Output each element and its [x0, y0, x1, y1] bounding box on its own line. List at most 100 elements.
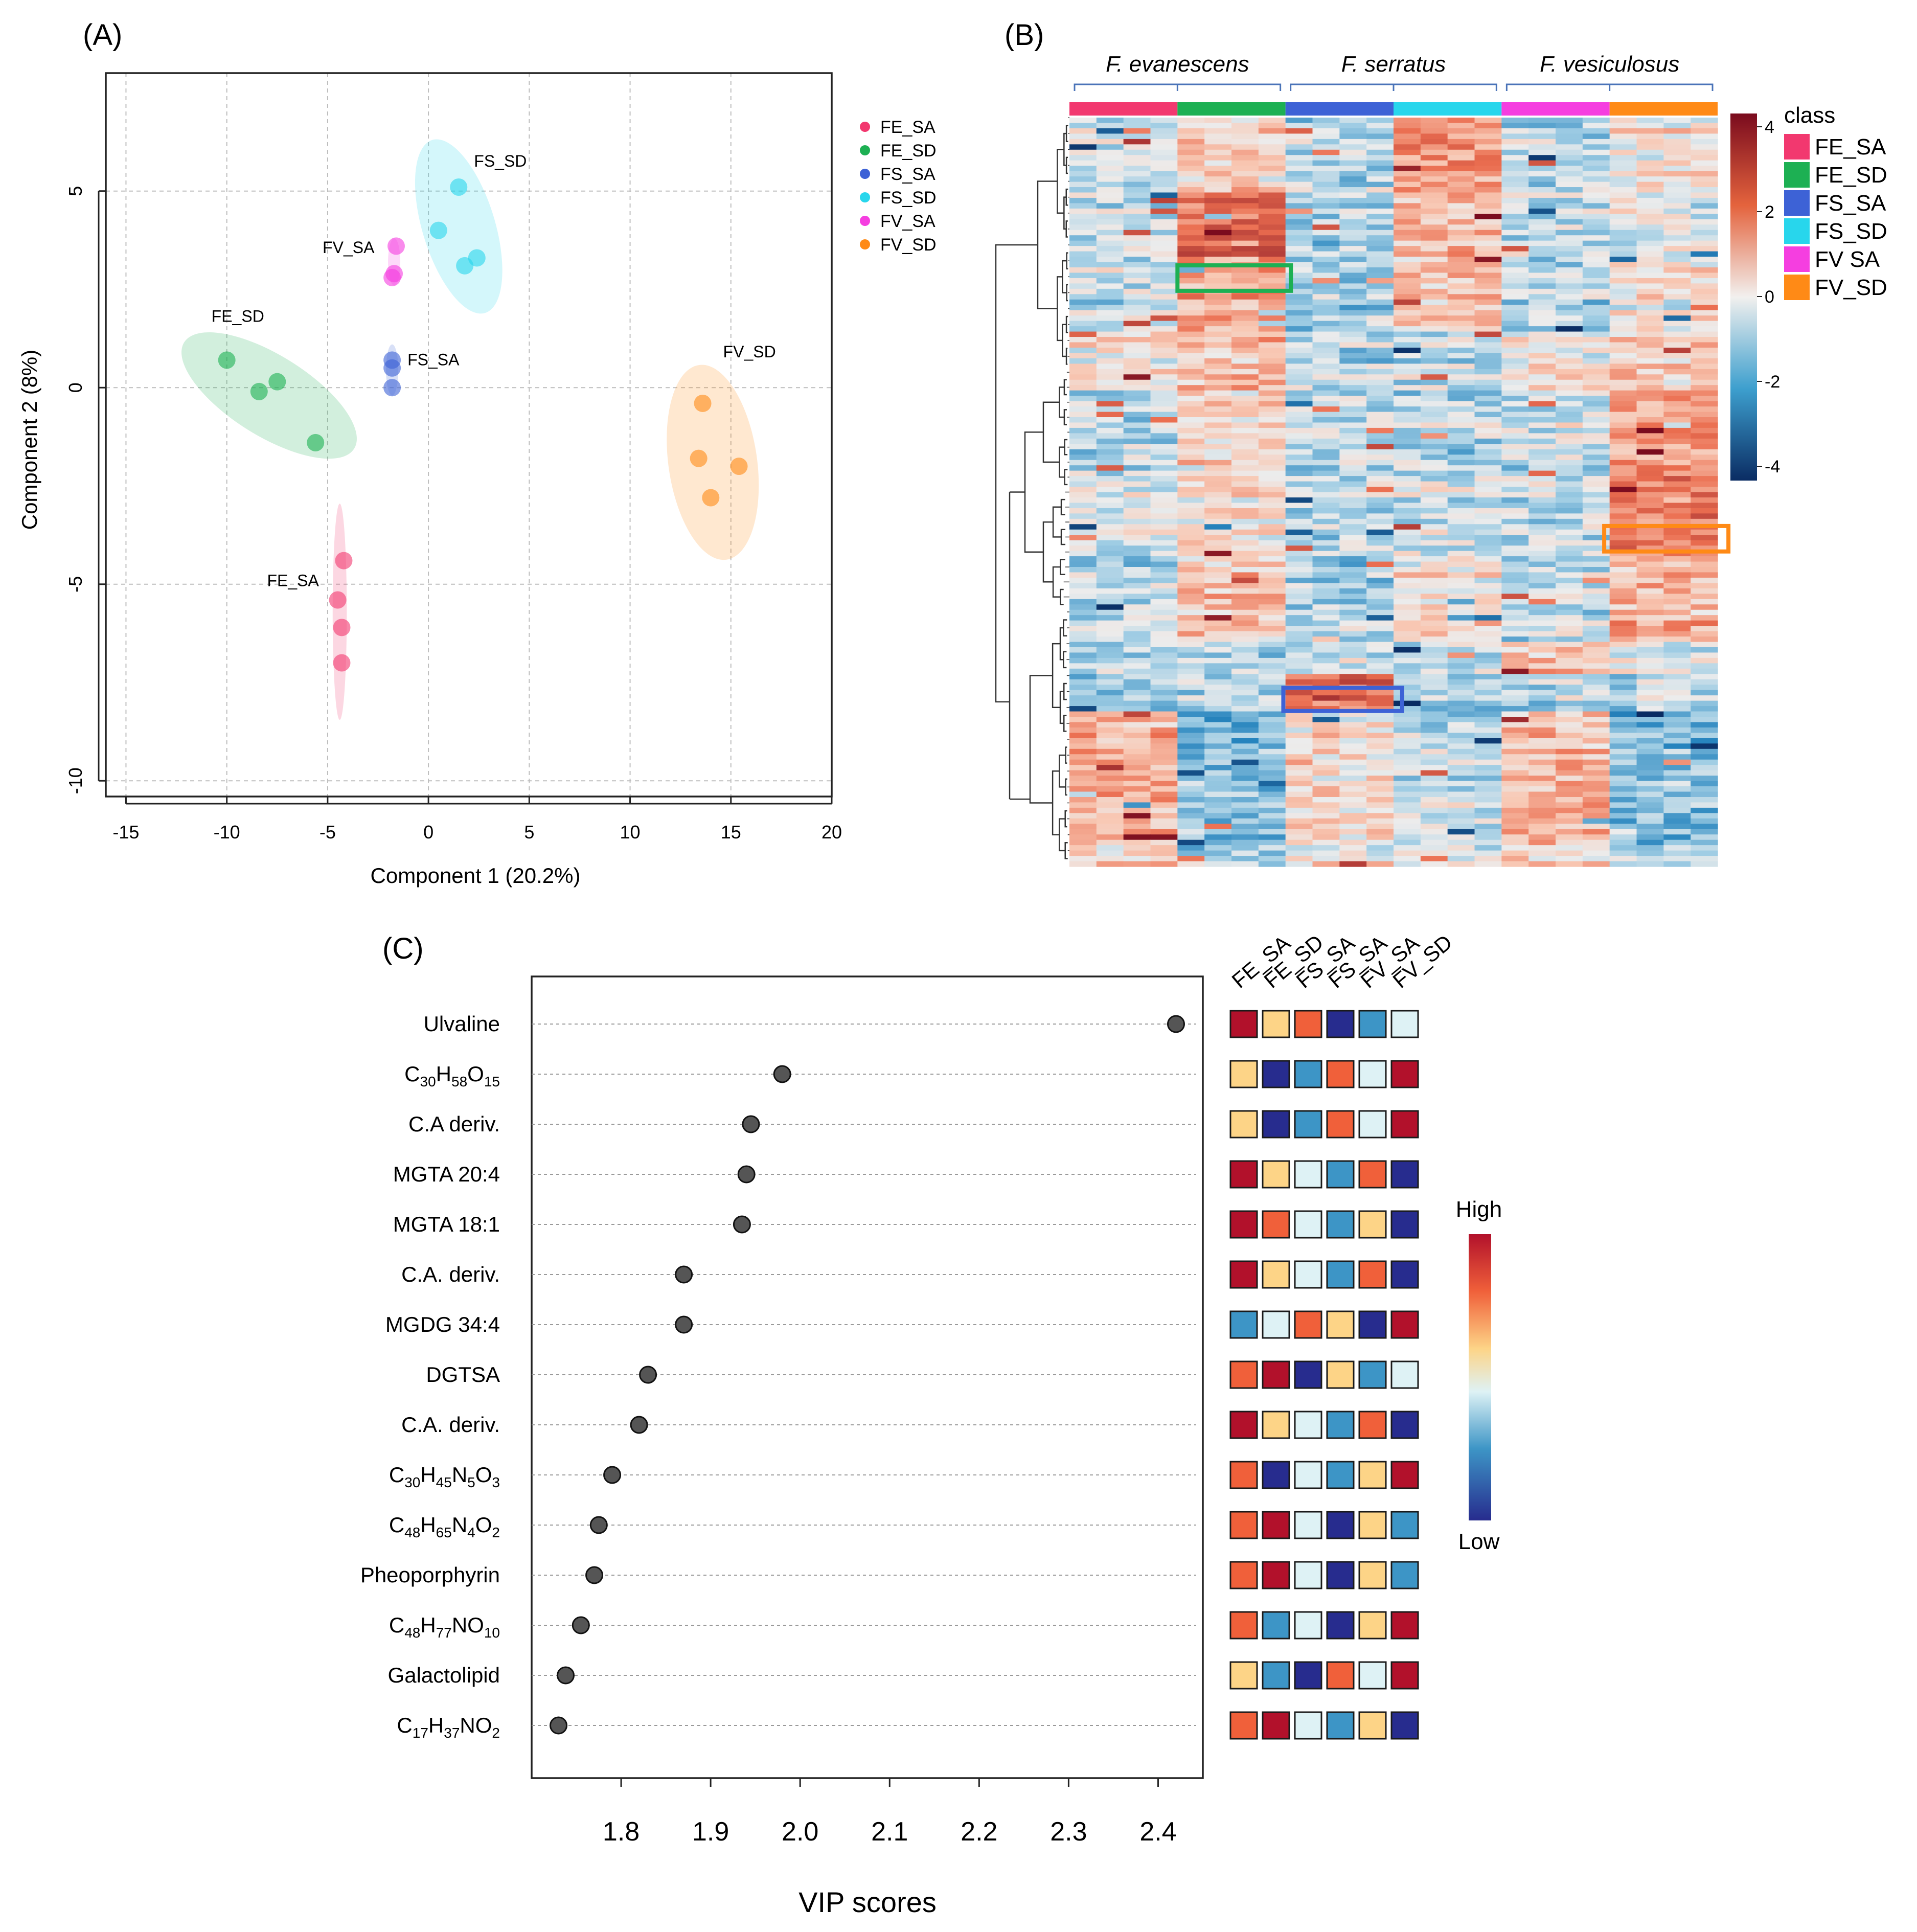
heatmap-cell: [1312, 727, 1340, 733]
heatmap-cell: [1474, 166, 1502, 172]
heatmap-cell: [1312, 513, 1340, 519]
heatmap-cell: [1663, 487, 1691, 493]
heatmap-cell: [1663, 363, 1691, 370]
heatmap-cell: [1447, 679, 1475, 685]
heatmap-cell: [1285, 321, 1313, 327]
heatmap-cell: [1582, 748, 1610, 755]
heatmap-cell: [1501, 144, 1529, 150]
heatmap-cell: [1123, 861, 1151, 867]
heatmap-cell: [1285, 748, 1313, 755]
heatmap-cell: [1285, 337, 1313, 343]
heatmap-cell: [1150, 839, 1178, 846]
heatmap-cell: [1663, 412, 1691, 418]
heatmap-cell: [1609, 369, 1637, 375]
heatmap-cell: [1528, 315, 1556, 322]
heatmap-cell: [1474, 518, 1502, 525]
heatmap-cell: [1394, 171, 1421, 177]
heatmap-cell: [1447, 529, 1475, 535]
heatmap-cell: [1366, 406, 1394, 413]
heatmap-cell: [1150, 609, 1178, 616]
heatmap-cell: [1556, 551, 1583, 557]
heatmap-cell: [1636, 829, 1664, 835]
heatmap-cell: [1582, 481, 1610, 487]
heatmap-cell: [1556, 679, 1583, 685]
heatmap-cell: [1312, 518, 1340, 525]
heatmap-cell: [1582, 743, 1610, 749]
heatmap-cell: [1474, 743, 1502, 749]
vip-feature-label: Pheoporphyrin: [360, 1563, 500, 1587]
heatmap-cell: [1123, 224, 1151, 231]
heatmap-cell: [1447, 262, 1475, 268]
heatmap-cell: [1582, 149, 1610, 155]
heatmap-cell: [1501, 545, 1529, 552]
heatmap-cell: [1258, 679, 1286, 685]
heatmap-cell: [1609, 278, 1637, 284]
heatmap-cell: [1285, 513, 1313, 519]
heatmap-cell: [1177, 577, 1205, 583]
vip-point: [603, 1466, 622, 1484]
heatmap-cell: [1096, 465, 1124, 471]
heatmap-cell: [1636, 412, 1664, 418]
heatmap-cell: [1339, 299, 1367, 305]
heatmap-cell: [1447, 583, 1475, 589]
heatmap-cell: [1528, 224, 1556, 231]
heatmap-cell: [1447, 326, 1475, 332]
heatmap-cell: [1366, 166, 1394, 172]
legend-dot-fe_sd: [860, 145, 870, 155]
heatmap-cell: [1691, 609, 1718, 616]
heatmap-cell: [1069, 310, 1097, 316]
heatmap-cell: [1691, 776, 1718, 782]
heatmap-cell: [1204, 839, 1232, 846]
heatmap-cell: [1123, 583, 1151, 589]
heatmap-cell: [1258, 412, 1286, 418]
heatmap-cell: [1069, 781, 1097, 787]
heatmap-cell: [1177, 417, 1205, 423]
vip-feature-label: C.A deriv.: [408, 1112, 500, 1136]
heatmap-cell: [1582, 401, 1610, 407]
row-dendrogram: [995, 117, 1069, 859]
heatmap-cell: [1285, 727, 1313, 733]
heatmap-cell: [1339, 272, 1367, 279]
heatmap-cell: [1663, 813, 1691, 819]
heatmap-cell: [1096, 759, 1124, 765]
heatmap-cell: [1123, 288, 1151, 294]
heatmap-cell: [1609, 133, 1637, 140]
heatmap-cell: [1447, 133, 1475, 140]
heatmap-cell: [1123, 657, 1151, 664]
heatmap-cell: [1663, 337, 1691, 343]
heatmap-cell: [1528, 711, 1556, 717]
heatmap-cell: [1556, 396, 1583, 402]
heatmap-cell: [1312, 599, 1340, 605]
heatmap-cell: [1069, 379, 1097, 385]
heatmap-cell: [1312, 818, 1340, 824]
heatmap-cell: [1285, 192, 1313, 198]
heatmap-cell: [1556, 299, 1583, 305]
heatmap-cell: [1069, 203, 1097, 209]
heatmap-cell: [1177, 369, 1205, 375]
heatmap-cell: [1501, 594, 1529, 600]
heatmap-cell: [1231, 278, 1259, 284]
heatmap-cell: [1204, 401, 1232, 407]
heatmap-cell: [1528, 535, 1556, 541]
heatmap-cell: [1609, 631, 1637, 637]
heatmap-cell: [1123, 412, 1151, 418]
heatmap-cell: [1691, 540, 1718, 546]
heatmap-cell: [1177, 294, 1205, 300]
heatmap-cell: [1556, 219, 1583, 225]
heatmap-cell: [1204, 791, 1232, 798]
heatmap-cell: [1394, 674, 1421, 680]
heatmap-cell: [1394, 128, 1421, 134]
heatmap-cell: [1204, 604, 1232, 610]
heatmap-cell: [1285, 657, 1313, 664]
vip-level-box: [1326, 1210, 1355, 1239]
heatmap-cell: [1177, 412, 1205, 418]
heatmap-cell: [1204, 465, 1232, 471]
heatmap-cell: [1420, 155, 1448, 161]
heatmap-cell: [1096, 797, 1124, 803]
heatmap-cell: [1420, 197, 1448, 204]
heatmap-cell: [1528, 856, 1556, 862]
vip-level-box: [1262, 1310, 1290, 1339]
heatmap-cell: [1528, 385, 1556, 391]
heatmap-cell: [1663, 503, 1691, 509]
heatmap-cell: [1150, 776, 1178, 782]
